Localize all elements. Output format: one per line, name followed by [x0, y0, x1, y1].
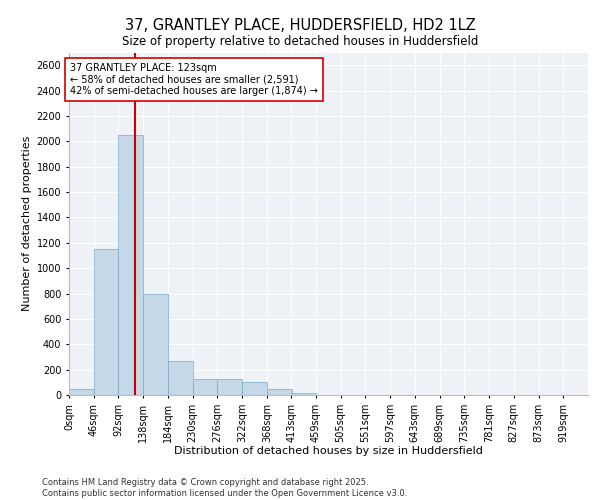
- Text: Contains HM Land Registry data © Crown copyright and database right 2025.
Contai: Contains HM Land Registry data © Crown c…: [42, 478, 407, 498]
- Bar: [143, 294, 168, 395]
- Bar: [267, 388, 292, 395]
- Y-axis label: Number of detached properties: Number of detached properties: [22, 136, 32, 312]
- X-axis label: Distribution of detached houses by size in Huddersfield: Distribution of detached houses by size …: [174, 446, 483, 456]
- Bar: [242, 382, 267, 395]
- Bar: [291, 393, 316, 395]
- Text: 37, GRANTLEY PLACE, HUDDERSFIELD, HD2 1LZ: 37, GRANTLEY PLACE, HUDDERSFIELD, HD2 1L…: [125, 18, 475, 32]
- Bar: [193, 378, 217, 395]
- Bar: [168, 361, 193, 395]
- Bar: [69, 388, 94, 395]
- Bar: [217, 378, 242, 395]
- Bar: [94, 249, 118, 395]
- Bar: [118, 135, 143, 395]
- Text: 37 GRANTLEY PLACE: 123sqm
← 58% of detached houses are smaller (2,591)
42% of se: 37 GRANTLEY PLACE: 123sqm ← 58% of detac…: [70, 62, 318, 96]
- Text: Size of property relative to detached houses in Huddersfield: Size of property relative to detached ho…: [122, 35, 478, 48]
